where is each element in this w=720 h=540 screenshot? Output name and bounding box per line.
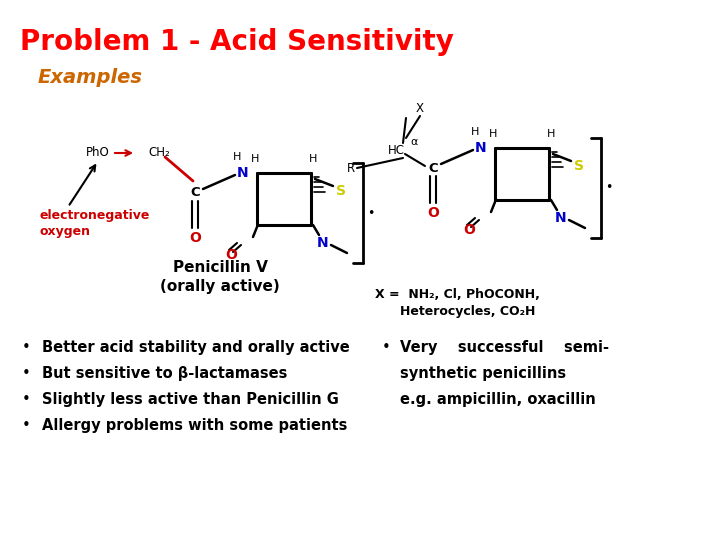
Text: N: N <box>318 236 329 250</box>
Text: X =  NH₂, Cl, PhOCONH,: X = NH₂, Cl, PhOCONH, <box>375 288 540 301</box>
Text: N: N <box>555 211 567 225</box>
Text: •: • <box>367 206 374 219</box>
Text: (orally active): (orally active) <box>160 279 280 294</box>
Text: O: O <box>427 206 439 220</box>
Text: Very    successful    semi-: Very successful semi- <box>400 340 609 355</box>
Text: N: N <box>237 166 249 180</box>
Text: Allergy problems with some patients: Allergy problems with some patients <box>42 418 347 433</box>
Text: •: • <box>22 340 31 355</box>
Text: oxygen: oxygen <box>40 226 91 239</box>
Text: H: H <box>233 152 241 162</box>
Text: R: R <box>347 161 355 174</box>
Text: Examples: Examples <box>38 68 143 87</box>
Text: Slightly less active than Penicillin G: Slightly less active than Penicillin G <box>42 392 339 407</box>
Text: e.g. ampicillin, oxacillin: e.g. ampicillin, oxacillin <box>400 392 595 407</box>
Text: •: • <box>22 366 31 381</box>
Text: •: • <box>606 181 613 194</box>
Text: H: H <box>546 129 555 139</box>
Text: S: S <box>574 159 584 173</box>
Text: CH₂: CH₂ <box>148 146 170 159</box>
Text: C: C <box>428 161 438 174</box>
Text: electronegative: electronegative <box>40 208 150 221</box>
Text: Problem 1 - Acid Sensitivity: Problem 1 - Acid Sensitivity <box>20 28 454 56</box>
Text: Heterocycles, CO₂H: Heterocycles, CO₂H <box>400 306 536 319</box>
Text: H: H <box>471 127 480 137</box>
Text: X: X <box>416 102 424 114</box>
Text: Penicillin V: Penicillin V <box>173 260 267 275</box>
Text: O: O <box>463 223 475 237</box>
Text: O: O <box>225 248 237 262</box>
Text: α: α <box>410 137 418 147</box>
Text: •: • <box>22 418 31 433</box>
Text: O: O <box>189 231 201 245</box>
Text: Better acid stability and orally active: Better acid stability and orally active <box>42 340 350 355</box>
Text: synthetic penicillins: synthetic penicillins <box>400 366 566 381</box>
Text: But sensitive to β-lactamases: But sensitive to β-lactamases <box>42 366 287 381</box>
Text: S: S <box>336 184 346 198</box>
Text: •: • <box>382 340 391 355</box>
Text: N: N <box>475 141 487 155</box>
Text: •: • <box>22 392 31 407</box>
Text: H: H <box>309 154 318 164</box>
Text: PhO: PhO <box>86 146 110 159</box>
Text: H: H <box>489 129 498 139</box>
Text: HC: HC <box>388 144 405 157</box>
Text: C: C <box>190 186 200 199</box>
Text: H: H <box>251 154 259 164</box>
